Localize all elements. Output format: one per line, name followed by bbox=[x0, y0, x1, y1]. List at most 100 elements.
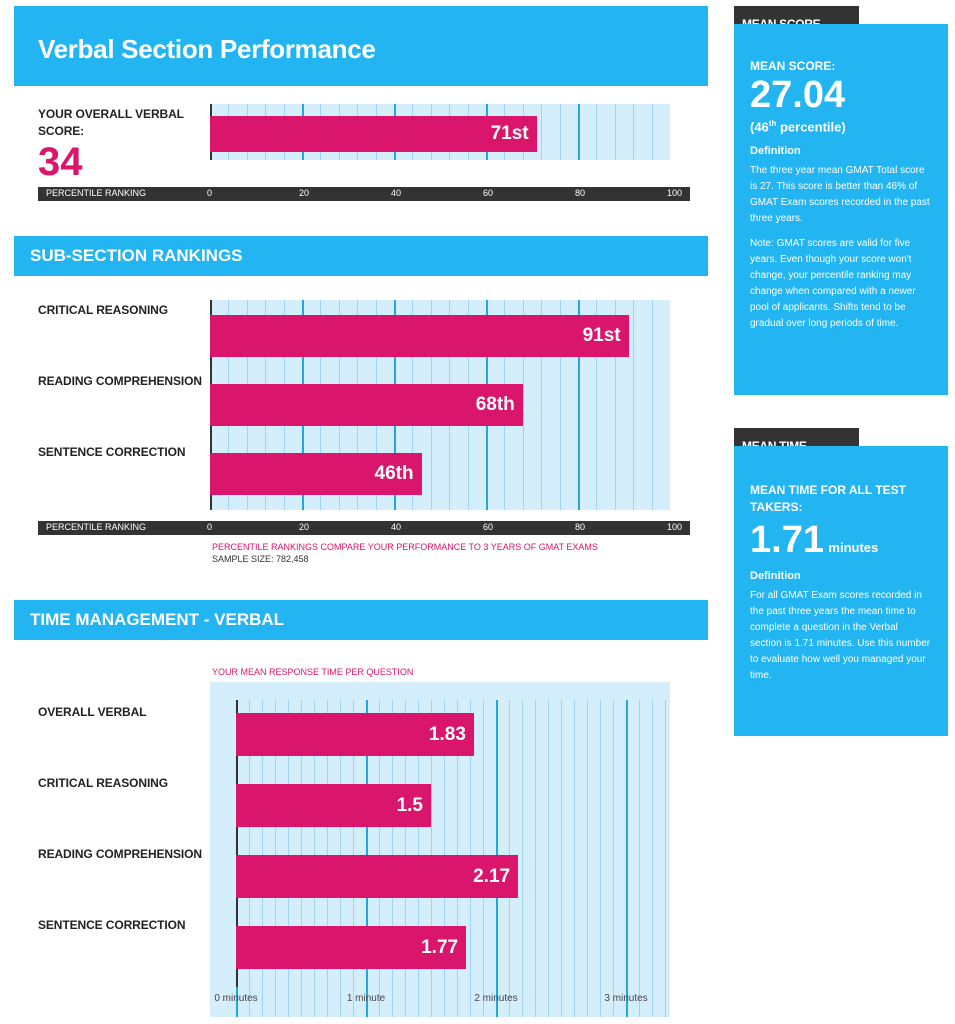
gridline bbox=[561, 700, 562, 1017]
bar-value-label: 91st bbox=[582, 325, 621, 346]
mean-score-card: MEAN SCORE: 27.04 (46th percentile) Defi… bbox=[734, 24, 948, 395]
mean-time-heading: MEAN TIME FOR ALL TEST TAKERS: bbox=[750, 483, 906, 514]
gridline bbox=[559, 104, 561, 160]
gridline bbox=[541, 104, 543, 160]
axis-line bbox=[236, 700, 238, 987]
mean-score-value: 27.04 bbox=[750, 74, 846, 116]
gridline bbox=[626, 700, 628, 1017]
page-title: Verbal Section Performance bbox=[38, 34, 376, 64]
gridline bbox=[559, 300, 561, 510]
overall-score-label-line1: YOUR OVERALL VERBAL bbox=[38, 107, 184, 121]
percentile-axis-label: PERCENTILE RANKING bbox=[46, 188, 147, 198]
time-tick-label: 0 minutes bbox=[214, 993, 258, 1004]
percentile-tick-label: 80 bbox=[575, 188, 586, 198]
mean-score-heading: MEAN SCORE: bbox=[750, 59, 836, 73]
bar: 71st bbox=[210, 116, 537, 152]
time-tick-label: 2 minutes bbox=[474, 993, 518, 1004]
gridline bbox=[613, 700, 614, 1017]
time-label-reading-comprehension: READING COMPREHENSION bbox=[38, 847, 202, 861]
bar: 68th bbox=[210, 384, 523, 426]
gridline bbox=[651, 104, 653, 160]
bar-value-label: 68th bbox=[475, 394, 515, 415]
gridline bbox=[578, 104, 580, 160]
gridline bbox=[596, 300, 598, 510]
time-label-overall-verbal: OVERALL VERBAL bbox=[38, 705, 147, 719]
bar-value-label: 46th bbox=[374, 463, 414, 484]
subsection-banner: SUB-SECTION RANKINGS bbox=[14, 236, 708, 276]
time-label-critical-reasoning: CRITICAL REASONING bbox=[38, 776, 168, 790]
percentile-tick-label: 60 bbox=[483, 522, 494, 532]
mean-time-value-row: 1.71 minutes bbox=[750, 520, 932, 560]
gridline bbox=[614, 104, 616, 160]
percentile-comparison-note: PERCENTILE RANKINGS COMPARE YOUR PERFORM… bbox=[212, 542, 598, 552]
gridline bbox=[633, 104, 635, 160]
percentile-tick-label: 40 bbox=[391, 188, 402, 198]
gridline bbox=[541, 300, 543, 510]
mean-score-definition-text: The three year mean GMAT Total score is … bbox=[750, 165, 930, 225]
gridline bbox=[587, 700, 588, 1017]
time-tick-label: 1 minute bbox=[346, 993, 386, 1004]
subsection-percentile-chart: 91st 68th 46th bbox=[210, 300, 670, 510]
percentile-tick-label: 100 bbox=[667, 522, 683, 532]
sample-size-note: SAMPLE SIZE: 782,458 bbox=[212, 554, 309, 564]
subsection-label-critical-reasoning: CRITICAL REASONING bbox=[38, 303, 168, 317]
mean-score-definition-title: Definition bbox=[750, 145, 801, 158]
gridline bbox=[596, 104, 598, 160]
time-tick-label: 3 minutes bbox=[604, 993, 648, 1004]
time-chart-caption: YOUR MEAN RESPONSE TIME PER QUESTION bbox=[212, 667, 414, 677]
mean-score-note-text: Note: GMAT scores are valid for five yea… bbox=[750, 238, 916, 330]
percentile-tick-label: 0 bbox=[207, 188, 213, 198]
overall-score-label-line2: SCORE: bbox=[38, 124, 85, 138]
percentile-axis-strip: PERCENTILE RANKING 0 20 40 60 80 100 bbox=[38, 187, 690, 201]
subsection-title: SUB-SECTION RANKINGS bbox=[30, 246, 243, 265]
subsection-label-reading-comprehension: READING COMPREHENSION bbox=[38, 374, 202, 388]
mean-score-percentile: (46th percentile) bbox=[750, 119, 846, 135]
percentile-tick-label: 20 bbox=[299, 522, 310, 532]
time-label-sentence-correction: SENTENCE CORRECTION bbox=[38, 918, 186, 932]
mean-time-value: 1.71 bbox=[750, 519, 824, 561]
bar: 1.5 bbox=[236, 784, 431, 827]
gridline bbox=[535, 700, 536, 1017]
gridline bbox=[614, 300, 616, 510]
bar-value-label: 1.77 bbox=[421, 936, 459, 958]
percentile-axis-strip-2: PERCENTILE RANKING 0 20 40 60 80 100 bbox=[38, 521, 690, 535]
percentile-axis-label-2: PERCENTILE RANKING bbox=[46, 522, 147, 532]
percentile-tick-label: 0 bbox=[207, 522, 213, 532]
percentile-tick-label: 40 bbox=[391, 522, 402, 532]
percentile-tick-label: 60 bbox=[483, 188, 494, 198]
gridline bbox=[633, 300, 635, 510]
gridline bbox=[652, 700, 653, 1017]
gridline bbox=[665, 700, 666, 1017]
gridline bbox=[522, 300, 524, 510]
gridline bbox=[639, 700, 640, 1017]
bar-value-label: 1.5 bbox=[396, 794, 423, 816]
page-title-banner: Verbal Section Performance bbox=[14, 6, 708, 86]
percentile-tick-label: 80 bbox=[575, 522, 586, 532]
overall-percentile-chart: 71st bbox=[210, 104, 670, 160]
overall-score-value: 34 bbox=[38, 140, 83, 184]
gridline bbox=[574, 700, 575, 1017]
bar-value-label: 71st bbox=[490, 123, 529, 144]
bar-value-label: 1.83 bbox=[428, 723, 466, 745]
bar-value-label: 2.17 bbox=[473, 865, 511, 887]
gridline bbox=[600, 700, 601, 1017]
bar: 2.17 bbox=[236, 855, 519, 898]
mean-time-definition-text: For all GMAT Exam scores recorded in the… bbox=[750, 590, 931, 681]
gridline bbox=[522, 700, 523, 1017]
mean-time-card: MEAN TIME FOR ALL TEST TAKERS: 1.71 minu… bbox=[734, 446, 948, 736]
bar: 91st bbox=[210, 315, 629, 357]
bar: 1.77 bbox=[236, 926, 467, 969]
bar: 46th bbox=[210, 453, 422, 495]
mean-time-definition-title: Definition bbox=[750, 570, 801, 582]
subsection-label-sentence-correction: SENTENCE CORRECTION bbox=[38, 445, 186, 459]
bar: 1.83 bbox=[236, 713, 474, 756]
percentile-tick-label: 100 bbox=[667, 188, 683, 198]
gridline bbox=[578, 300, 580, 510]
time-management-chart: 1.83 1.5 2.17 1.77 0 minutes 1 minute 2 minute… bbox=[210, 682, 670, 1017]
gridline bbox=[651, 300, 653, 510]
time-management-title: TIME MANAGEMENT - VERBAL bbox=[30, 610, 285, 629]
gridline bbox=[548, 700, 549, 1017]
percentile-tick-label: 20 bbox=[299, 188, 310, 198]
time-management-banner: TIME MANAGEMENT - VERBAL bbox=[14, 600, 708, 640]
mean-time-unit: minutes bbox=[828, 540, 879, 555]
